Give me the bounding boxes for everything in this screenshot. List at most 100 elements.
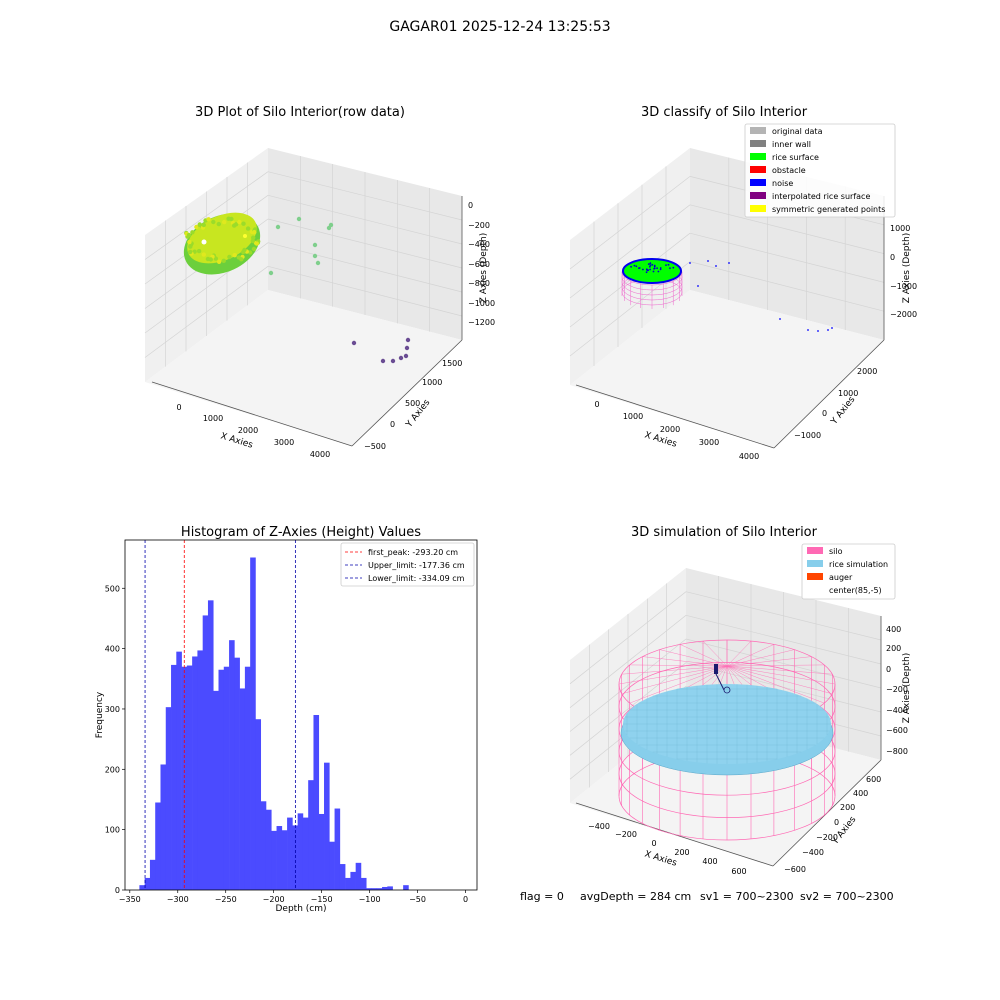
p4-ztick: 200 <box>886 644 901 653</box>
y-tick-label: 300 <box>105 705 120 714</box>
noise-point <box>654 266 656 268</box>
auger-shaft <box>714 664 718 674</box>
p2-xtick: 3000 <box>699 438 719 447</box>
p4-xtick: 600 <box>731 867 746 876</box>
noise-point <box>630 266 632 268</box>
noise-point <box>649 269 651 271</box>
raw-outlier <box>391 359 395 363</box>
p4-ytick: −400 <box>802 848 824 857</box>
raw-point <box>206 257 210 261</box>
rice-surface <box>623 259 681 283</box>
panel4-legend: silorice simulationaugercenter(85,-5) <box>802 544 895 599</box>
raw-point <box>233 253 237 257</box>
raw-outlier <box>276 225 280 229</box>
histogram-bar <box>356 863 362 890</box>
legend-label: Lower_limit: -334.09 cm <box>368 574 465 583</box>
p4-ztick: −800 <box>886 747 908 756</box>
p1-ytick: −500 <box>364 442 386 451</box>
histogram-bar <box>387 886 393 890</box>
legend-swatch <box>750 127 766 134</box>
legend-label: symmetric generated points <box>772 205 885 214</box>
legend-swatch <box>807 586 823 593</box>
noise-point <box>658 271 660 273</box>
x-tick-label: −350 <box>119 895 141 904</box>
raw-point <box>206 217 210 221</box>
noise-point <box>697 285 699 287</box>
noise-point <box>656 267 658 269</box>
noise-point <box>635 265 637 267</box>
noise-point <box>639 267 641 269</box>
figure-suptitle: GAGAR01 2025-12-24 13:25:53 <box>389 19 610 35</box>
legend-label: auger <box>829 573 853 582</box>
p2-xtick: 0 <box>594 400 599 409</box>
p1-xtick: 0 <box>176 403 181 412</box>
histogram-bars <box>139 558 408 891</box>
legend-label: center(85,-5) <box>829 586 882 595</box>
histogram-bar <box>171 665 177 890</box>
histogram-bar <box>197 650 203 890</box>
noise-point <box>642 269 644 271</box>
histogram-bar <box>313 715 319 890</box>
p4-zlabel: Z Axies (Depth) <box>902 653 912 724</box>
raw-outlier <box>404 354 408 358</box>
p2-ztick: 0 <box>890 253 895 262</box>
panel4-title: 3D simulation of Silo Interior <box>631 525 818 540</box>
noise-point <box>807 329 809 331</box>
histogram-bar <box>166 707 172 890</box>
legend-label: noise <box>772 179 793 188</box>
legend-swatch <box>807 573 823 580</box>
p2-xtick: 4000 <box>739 452 759 461</box>
sv2-text: sv2 = 700~2300 <box>800 890 894 903</box>
histogram-bar <box>160 764 166 890</box>
raw-outlier <box>406 338 410 342</box>
histogram-bar <box>382 887 388 890</box>
p1-ztick: 0 <box>468 201 473 210</box>
status-footer: flag = 0 avgDepth = 284 cm sv1 = 700~230… <box>520 890 894 903</box>
histogram-bar <box>245 667 251 890</box>
p4-ytick: 200 <box>840 803 855 812</box>
raw-point <box>255 241 259 245</box>
p1-ytick: 0 <box>390 420 395 429</box>
noise-point <box>715 265 717 267</box>
p2-ztick: −2000 <box>890 310 917 319</box>
panel2-legend: original datainner wallrice surfaceobsta… <box>745 124 895 217</box>
noise-point <box>649 266 651 268</box>
raw-outlier <box>327 226 331 230</box>
noise-point <box>779 318 781 320</box>
histogram-legend: first_peak: -293.20 cm Upper_limit: -177.… <box>341 543 474 586</box>
histogram-bar <box>282 830 288 890</box>
raw-outlier <box>381 359 385 363</box>
raw-point <box>237 220 241 224</box>
p1-xtick: 4000 <box>310 450 330 459</box>
raw-outlier <box>269 271 273 275</box>
legend-label: obstacle <box>772 166 806 175</box>
histogram-bar <box>145 878 151 890</box>
legend-swatch <box>807 547 823 554</box>
histogram-bar <box>261 801 267 890</box>
legend-label: Upper_limit: -177.36 cm <box>368 561 465 570</box>
legend-label: silo <box>829 547 843 556</box>
histogram-bar <box>176 652 182 890</box>
p4-ztick: −600 <box>886 726 908 735</box>
raw-point <box>202 252 206 256</box>
p4-xlabel: X Axies <box>643 849 678 868</box>
histogram-bar <box>298 813 304 890</box>
p1-zlabel: Z Axies (Depth) <box>479 233 489 304</box>
y-tick-label: 0 <box>115 886 120 895</box>
raw-point <box>237 255 241 259</box>
legend-swatch <box>750 140 766 147</box>
raw-point <box>188 250 192 254</box>
raw-point <box>241 222 245 226</box>
raw-point <box>246 226 250 230</box>
legend-swatch <box>750 205 766 212</box>
p1-ytick: 1500 <box>442 359 462 368</box>
raw-outlier <box>313 254 317 258</box>
noise-point <box>689 262 691 264</box>
panel-histogram: Histogram of Z-Axies (Height) Values −35… <box>95 525 477 914</box>
noise-point <box>653 271 655 273</box>
raw-outlier <box>313 243 317 247</box>
raw-point <box>222 220 226 224</box>
p4-xtick: 200 <box>674 848 689 857</box>
p1-ytick: 1000 <box>422 378 442 387</box>
